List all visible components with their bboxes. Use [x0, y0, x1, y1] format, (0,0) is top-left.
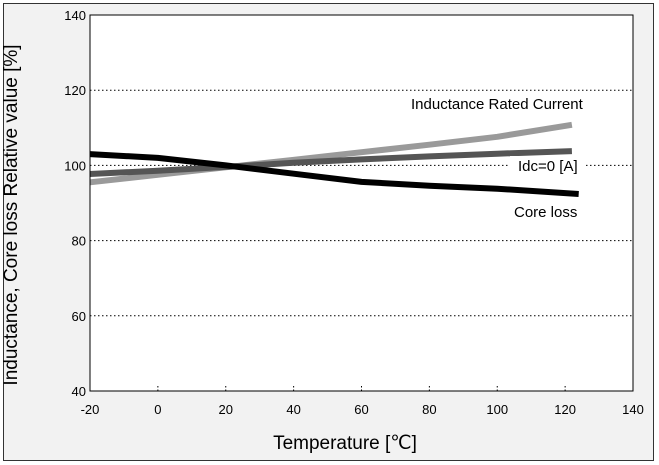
y-tick-label-60: 60 [72, 309, 86, 324]
plot-border [89, 14, 634, 392]
y-tick-label-140: 140 [64, 8, 86, 23]
y-axis-title: Inductance, Core loss Relative value [%] [1, 44, 22, 385]
annotation-idc-background [510, 156, 584, 174]
x-tick-label-120: 120 [554, 402, 576, 417]
x-tick-marks [157, 386, 566, 391]
x-tick-label-40: 40 [286, 402, 300, 417]
series-line-idc-0-a [89, 148, 573, 177]
series-line-inductance-rated-current [89, 121, 573, 186]
x-tick-labels: -20 0 20 40 60 80 100 120 140 [81, 402, 644, 417]
x-tick-label-80: 80 [422, 402, 436, 417]
x-tick-label-140: 140 [622, 402, 644, 417]
plot-area [90, 15, 633, 391]
x-tick-label-60: 60 [354, 402, 368, 417]
y-tick-label-40: 40 [72, 384, 86, 399]
series-line-core-loss [89, 151, 579, 197]
x-tick-label-100: 100 [486, 402, 508, 417]
y-tick-label-80: 80 [72, 234, 86, 249]
x-tick-label-20: 20 [219, 402, 233, 417]
annotation-inductance-rated-current: Inductance Rated Current [411, 96, 584, 113]
y-tick-labels: 40 60 80 100 120 140 [64, 8, 86, 399]
annotation-core-loss: Core loss [514, 204, 577, 221]
x-tick-label-0: 0 [154, 402, 161, 417]
x-tick-label--20: -20 [81, 402, 100, 417]
annotation-idc-zero: Idc=0 [A] [518, 158, 578, 175]
y-tick-label-120: 120 [64, 83, 86, 98]
x-axis-title: Temperature [℃] [273, 433, 417, 454]
y-tick-label-100: 100 [64, 158, 86, 173]
series-lines [89, 121, 579, 197]
